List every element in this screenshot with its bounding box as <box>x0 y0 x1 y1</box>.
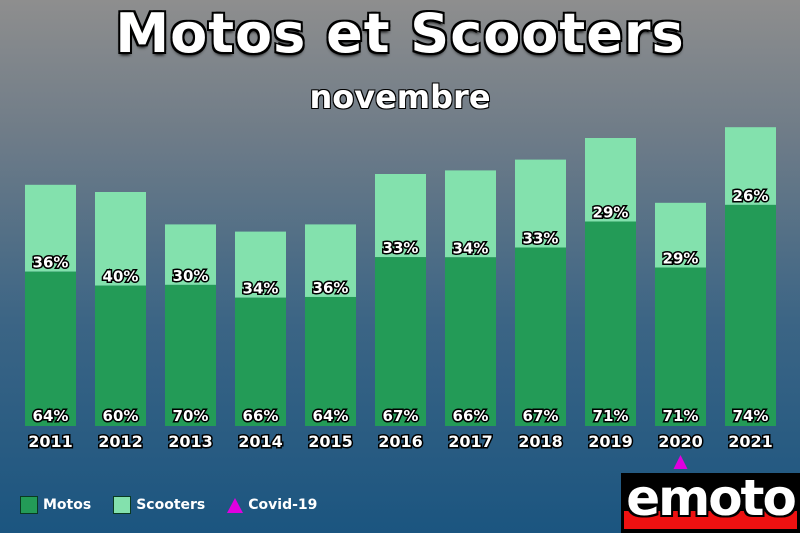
x-tick-2019: 2019 <box>588 432 633 451</box>
chart-title: Motos et Scooters <box>115 2 685 65</box>
bar-scooters-2017 <box>445 170 496 258</box>
legend-label-scooters: Scooters <box>136 497 206 513</box>
x-tick-2011: 2011 <box>28 432 73 451</box>
label-motos-2017: 66% <box>453 407 489 425</box>
legend: Motos Scooters Covid-19 <box>20 496 339 514</box>
label-motos-2016: 67% <box>383 407 419 425</box>
bar-motos-2019 <box>585 221 636 426</box>
label-scooters-2014: 34% <box>243 280 279 298</box>
covid-marker-icon <box>673 455 688 469</box>
bar-motos-2016 <box>375 257 426 426</box>
label-motos-2020: 71% <box>663 407 699 425</box>
bar-scooters-2012 <box>95 192 146 286</box>
x-tick-2015: 2015 <box>308 432 353 451</box>
legend-item-scooters: Scooters <box>113 496 205 514</box>
bar-motos-2012 <box>95 285 146 426</box>
legend-item-motos: Motos <box>20 496 91 514</box>
label-scooters-2019: 29% <box>593 204 629 222</box>
bar-scooters-2013 <box>165 224 216 285</box>
label-scooters-2016: 33% <box>383 239 419 257</box>
logo-wordmark: emoto <box>626 473 797 527</box>
label-scooters-2012: 40% <box>103 268 139 286</box>
bar-motos-2011 <box>25 271 76 426</box>
label-motos-2019: 71% <box>593 407 629 425</box>
legend-label-covid: Covid-19 <box>248 497 318 513</box>
label-motos-2021: 74% <box>733 407 769 425</box>
bar-scooters-2011 <box>25 184 76 272</box>
legend-item-covid: Covid-19 <box>227 497 317 513</box>
bar-scooters-2016 <box>375 174 426 258</box>
label-motos-2012: 60% <box>103 407 139 425</box>
label-scooters-2015: 36% <box>313 279 349 297</box>
label-scooters-2018: 33% <box>523 230 559 248</box>
bar-scooters-2020 <box>655 202 706 268</box>
label-motos-2011: 64% <box>33 407 69 425</box>
bar-motos-2014 <box>235 297 286 426</box>
x-tick-2012: 2012 <box>98 432 143 451</box>
bar-scooters-2014 <box>235 231 286 298</box>
label-scooters-2011: 36% <box>33 254 69 272</box>
x-tick-2020: 2020 <box>658 432 703 451</box>
label-motos-2013: 70% <box>173 407 209 425</box>
chart-subtitle: novembre <box>309 78 491 116</box>
bar-scooters-2019 <box>585 138 636 222</box>
x-tick-2016: 2016 <box>378 432 423 451</box>
label-motos-2018: 67% <box>523 407 559 425</box>
bar-scooters-2015 <box>305 224 356 297</box>
label-motos-2015: 64% <box>313 407 349 425</box>
x-tick-2013: 2013 <box>168 432 213 451</box>
bar-motos-2020 <box>655 267 706 426</box>
covid-triangle-icon <box>227 497 244 513</box>
bar-scooters-2018 <box>515 159 566 248</box>
logo-red-band <box>624 511 797 529</box>
x-tick-2017: 2017 <box>448 432 493 451</box>
bar-motos-2013 <box>165 284 216 426</box>
label-scooters-2021: 26% <box>733 187 769 205</box>
bar-scooters-2021 <box>725 127 776 205</box>
legend-label-motos: Motos <box>43 497 92 513</box>
emoto-logo[interactable]: emoto <box>621 473 800 533</box>
legend-swatch-scooters <box>113 496 132 514</box>
x-tick-2018: 2018 <box>518 432 563 451</box>
label-motos-2014: 66% <box>243 407 279 425</box>
label-scooters-2017: 34% <box>453 239 489 257</box>
label-scooters-2020: 29% <box>663 250 699 268</box>
bar-motos-2021 <box>725 204 776 426</box>
label-scooters-2013: 30% <box>173 267 209 285</box>
bar-motos-2018 <box>515 247 566 426</box>
x-tick-2014: 2014 <box>238 432 283 451</box>
bar-motos-2017 <box>445 257 496 426</box>
bar-motos-2015 <box>305 296 356 426</box>
x-tick-2021: 2021 <box>728 432 773 451</box>
legend-swatch-motos <box>20 496 38 514</box>
